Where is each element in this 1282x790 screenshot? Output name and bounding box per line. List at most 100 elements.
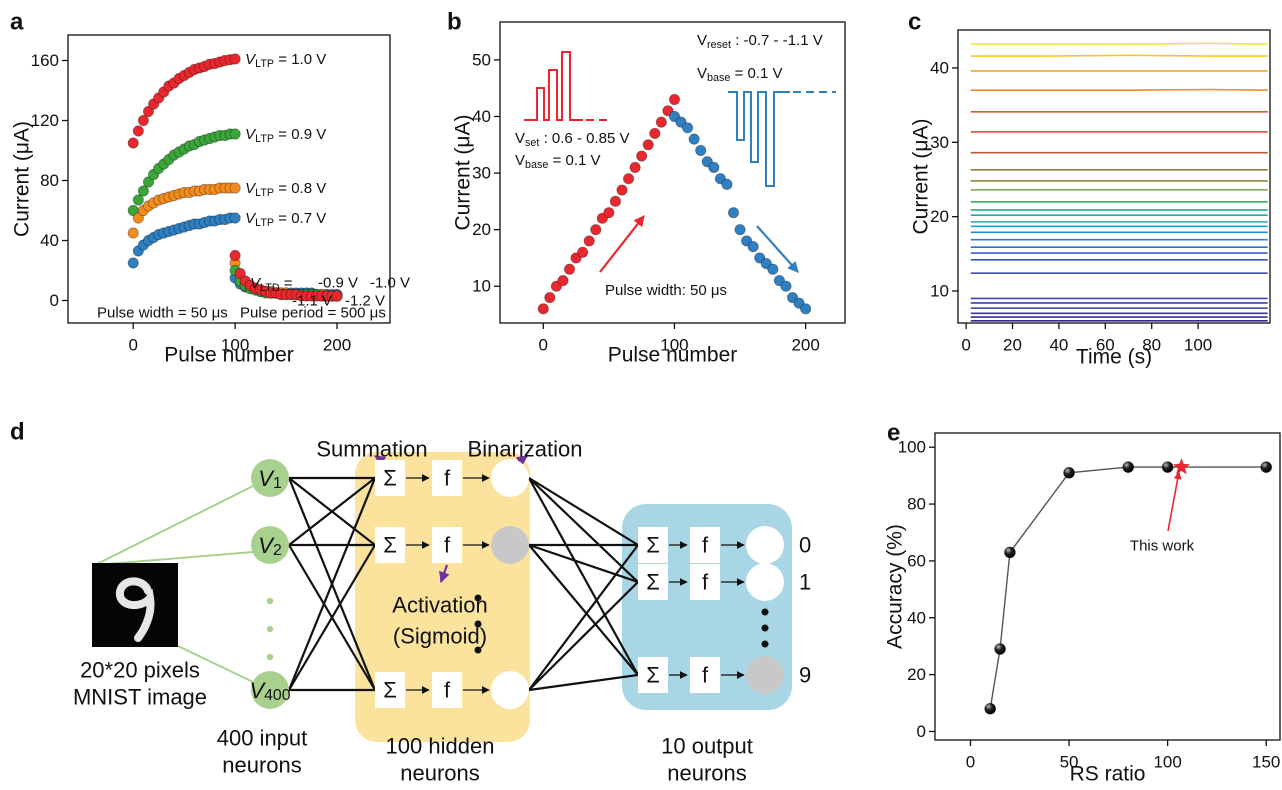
x-tick-label: 0: [539, 336, 548, 355]
annotation-part: reset: [707, 39, 731, 51]
annotation: Vreset : -0.7 - -1.1 V: [697, 32, 823, 52]
connection: [288, 544, 376, 691]
ltd-label-part: =: [280, 275, 293, 292]
data-point: [1004, 546, 1016, 559]
data-point: [1122, 461, 1135, 474]
panel-label: c: [908, 9, 921, 36]
act-box: [690, 564, 720, 600]
input-dot: [266, 625, 274, 633]
x-tick-label: 80: [1142, 336, 1161, 355]
connection: [528, 673, 639, 692]
annotation-part: V: [697, 65, 707, 82]
sum-symbol: Σ: [646, 533, 660, 558]
act-symbol: f: [444, 678, 451, 703]
input-label-part: V: [258, 533, 275, 558]
ltd-label: VLTD =: [250, 275, 293, 295]
series-label: VLTP = 0.8 V: [245, 180, 326, 200]
annotation-part: V: [515, 152, 525, 169]
y-axis-label: Current (μA): [910, 119, 933, 235]
fall-arrow: [756, 225, 799, 273]
ltd-label-part: V: [250, 275, 262, 292]
input-caption: 400 input: [217, 726, 308, 751]
activation: Activation: [392, 593, 487, 618]
data-point: [695, 144, 707, 157]
data-point: [688, 133, 700, 145]
act-box: [432, 672, 462, 708]
input-neuron: [251, 526, 289, 564]
output-dot: [761, 608, 769, 616]
mnist-digit: [116, 577, 155, 642]
connection: [528, 544, 639, 691]
x-tick-label: 50: [1060, 753, 1079, 772]
panel-label: d: [10, 419, 25, 446]
annotation: Vset : 0.6 - 0.85 V: [515, 130, 629, 150]
act-symbol: f: [444, 466, 451, 491]
data-point: [1161, 461, 1174, 474]
image-caption: 20*20 pixels: [80, 658, 200, 683]
input-label-part: V: [258, 466, 275, 491]
data-point: [609, 195, 622, 207]
set-pulses: [524, 51, 583, 121]
series-line: [970, 88, 1268, 92]
y-tick-label: 30: [472, 164, 491, 183]
series-line: [970, 42, 1268, 45]
series-label: -1.1 V: [292, 293, 332, 310]
data-point: [642, 139, 654, 151]
data-point: [234, 267, 246, 280]
data-point: [800, 303, 812, 315]
input-neuron: [251, 459, 289, 497]
y-tick-label: 10: [472, 277, 491, 296]
plot-frame: [499, 21, 846, 324]
y-tick-label: 100: [898, 438, 926, 457]
x-tick-label: 100: [1184, 336, 1212, 355]
output-label: 9: [799, 663, 811, 688]
annotation: Pulse width = 50 μs: [97, 305, 228, 322]
data-point: [229, 249, 241, 262]
y-tick-label: 20: [472, 220, 491, 239]
input-label-part: 400: [264, 687, 291, 704]
series-label: -1.0 V: [370, 275, 410, 292]
data-point: [142, 176, 155, 188]
sum-box: [638, 564, 668, 600]
series-label-part: V: [245, 180, 257, 197]
sum-symbol: Σ: [383, 678, 397, 703]
y-tick-label: 80: [907, 495, 926, 514]
annotation: Pulse width: 50 μs: [605, 282, 727, 299]
x-tick-label: 150: [1252, 753, 1280, 772]
input-label-part: 1: [273, 475, 282, 492]
data-point: [229, 182, 241, 194]
sum-box: [638, 527, 668, 563]
sum-box: [638, 657, 668, 693]
output-neuron: [746, 563, 784, 601]
y-tick-label: 20: [930, 207, 949, 226]
hidden-neuron: [491, 671, 529, 709]
series-line: [970, 54, 1268, 57]
series-label-part: = 0.8 V: [274, 180, 326, 197]
y-tick-label: 40: [930, 58, 949, 77]
series-label-part: V: [245, 126, 257, 143]
data-point: [132, 125, 144, 137]
image-link: [94, 551, 254, 566]
reset-pulses: [728, 91, 790, 187]
y-tick-label: 20: [907, 665, 926, 684]
sum-symbol: Σ: [383, 533, 397, 558]
annotation-part: base: [707, 72, 730, 84]
annotation: Pulse period = 500 μs: [240, 305, 386, 322]
hidden-layer-box: [355, 452, 530, 742]
data-point: [708, 161, 720, 174]
data-point: [727, 207, 740, 219]
y-axis-label: Current (μA): [11, 121, 34, 237]
connection: [528, 544, 639, 676]
data-point: [747, 241, 759, 253]
rise-arrow: [599, 215, 645, 273]
hidden-caption: 100 hidden: [386, 734, 495, 759]
data-point: [229, 53, 241, 65]
data-point: [544, 291, 556, 304]
activation: (Sigmoid): [393, 624, 487, 649]
y-tick-label: 120: [31, 111, 59, 130]
connection: [528, 477, 639, 546]
connection: [528, 477, 639, 676]
annotation: This work: [1130, 538, 1195, 555]
